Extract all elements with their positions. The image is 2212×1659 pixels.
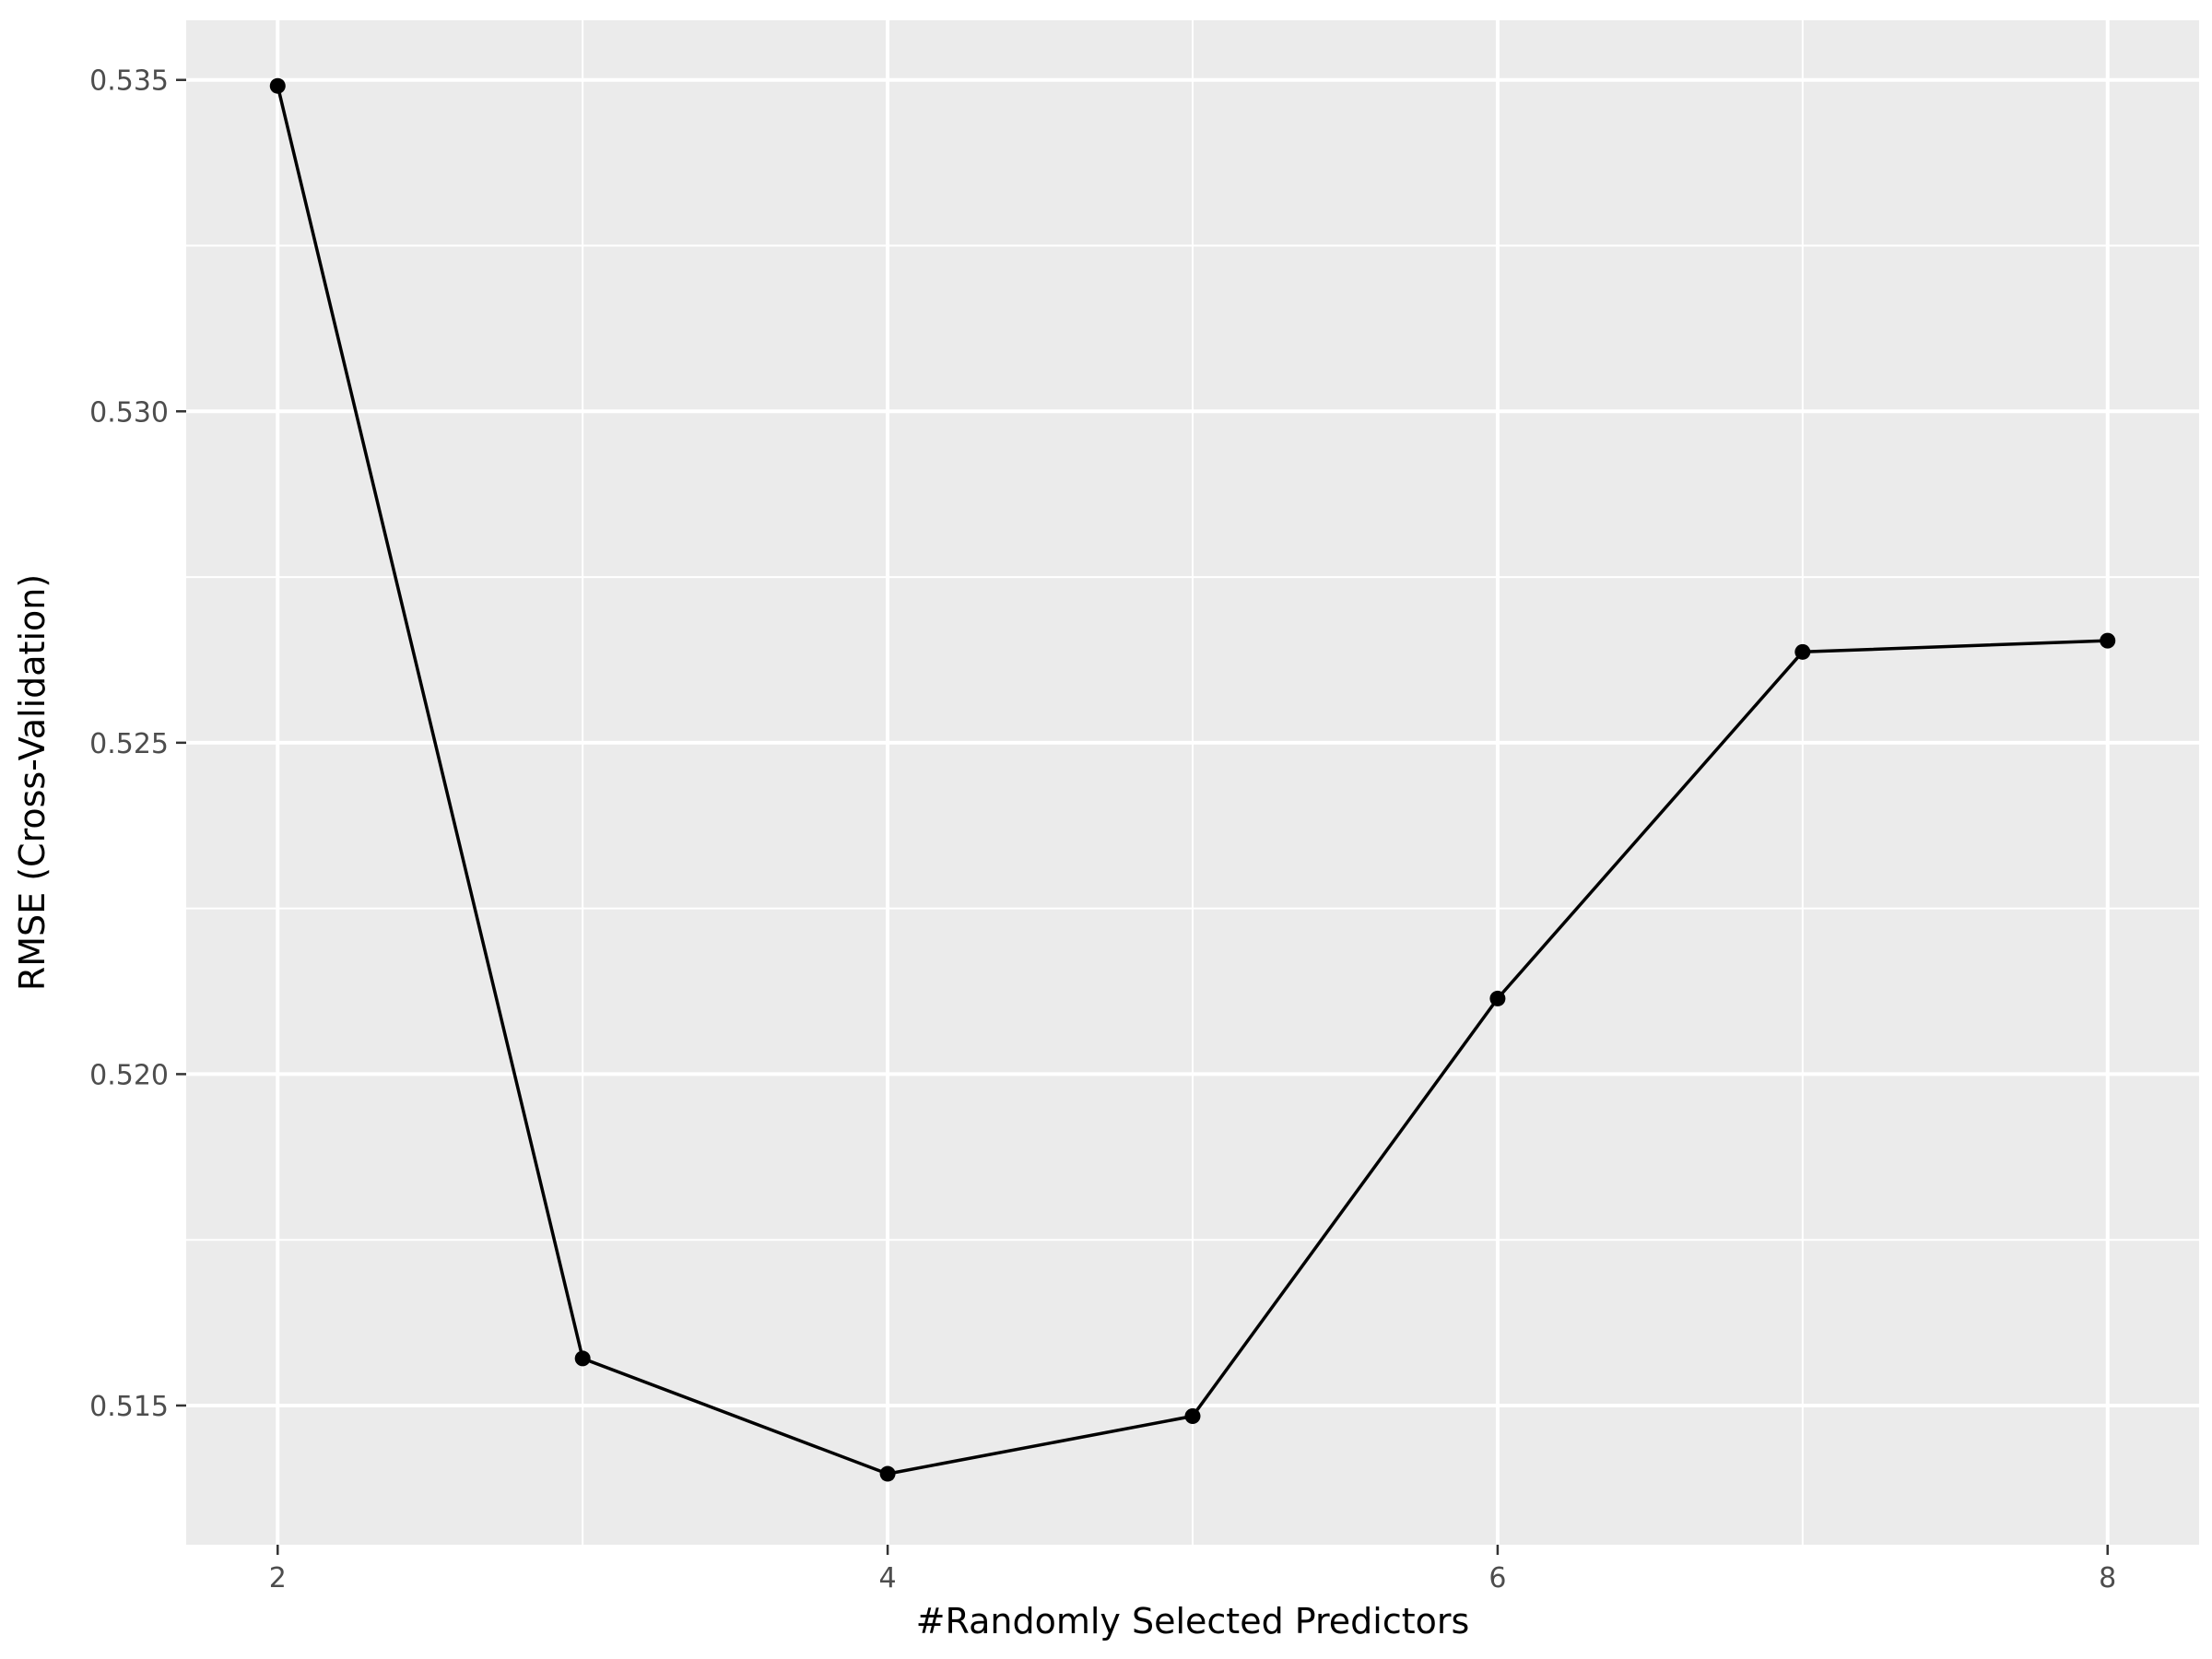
data-point [2100, 632, 2116, 649]
data-point [574, 1350, 591, 1367]
x-axis: 2 4 6 8 [269, 1545, 2116, 1594]
minor-gridlines [186, 20, 2199, 1545]
y-tick-label: 0.525 [89, 728, 169, 760]
y-tick-label: 0.515 [89, 1391, 169, 1423]
x-tick-label: 2 [269, 1562, 287, 1594]
x-tick-label: 4 [879, 1562, 897, 1594]
y-axis-title: RMSE (Cross-Validation) [12, 574, 53, 991]
x-tick-label: 6 [1488, 1562, 1506, 1594]
data-point [1489, 990, 1506, 1006]
y-tick-label: 0.535 [89, 65, 169, 98]
data-point [1794, 643, 1811, 660]
y-tick-label: 0.520 [89, 1059, 169, 1091]
points-layer [269, 77, 2116, 1482]
x-axis-title: #Randomly Selected Predictors [916, 1601, 1470, 1641]
data-point [879, 1465, 896, 1482]
y-axis: 0.515 0.520 0.525 0.530 0.535 [89, 65, 186, 1423]
major-gridlines [186, 20, 2199, 1545]
y-tick-label: 0.530 [89, 396, 169, 429]
x-tick-label: 8 [2099, 1562, 2116, 1594]
data-point [269, 77, 286, 94]
data-point [1184, 1407, 1201, 1424]
